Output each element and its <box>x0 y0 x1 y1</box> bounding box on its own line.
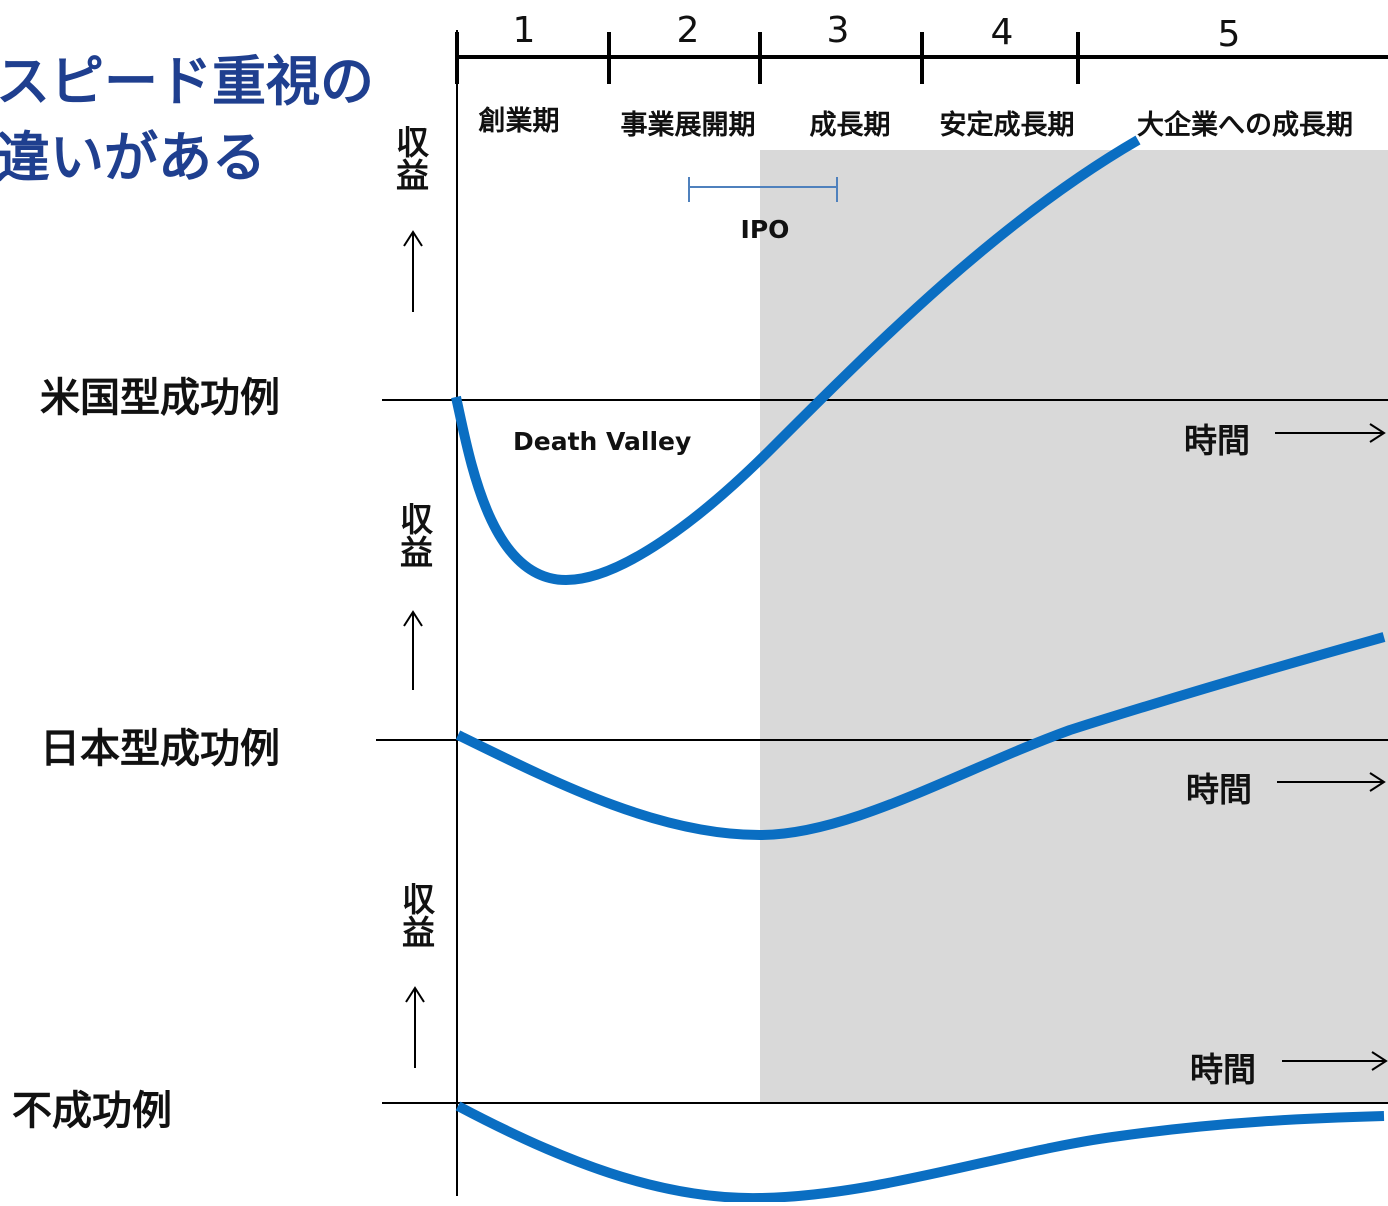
up-arrows <box>403 230 425 1068</box>
up-arrow-icon-japan <box>403 610 423 690</box>
right-arrow-icon-japan <box>1277 772 1386 792</box>
phase-axis <box>455 32 1388 84</box>
death-valley-label: Death Valley <box>513 427 691 456</box>
phase-number-4: 4 <box>991 12 1014 53</box>
phase-name-5: 大企業への成長期 <box>1137 109 1353 141</box>
growth-curves <box>451 135 1386 1204</box>
y-axis-label-japan: 収益 <box>395 502 434 568</box>
y-axis-label-us: 収益 <box>391 125 430 191</box>
phase-number-3: 3 <box>827 10 850 51</box>
x-axis-label-us: 時間 <box>1184 421 1250 460</box>
growth-shaded-region <box>760 150 1388 1103</box>
row-label-us: 米国型成功例 <box>40 375 280 421</box>
us-success-curve <box>451 135 1141 586</box>
phase-name-3: 成長期 <box>810 110 891 141</box>
x-axis-label-japan: 時間 <box>1186 770 1252 809</box>
title-line-2: 違いがある <box>0 126 266 189</box>
phase-number-1: 1 <box>513 10 536 51</box>
phase-name-2: 事業展開期 <box>621 110 756 141</box>
phase-number-2: 2 <box>677 10 700 51</box>
up-arrow-icon-us <box>403 230 423 312</box>
row-label-failure: 不成功例 <box>12 1088 172 1134</box>
right-arrows <box>1275 423 1388 1071</box>
row-label-japan: 日本型成功例 <box>40 726 280 772</box>
right-arrow-icon-failure <box>1282 1051 1388 1071</box>
right-arrow-icon-us <box>1275 423 1386 443</box>
japan-success-curve <box>455 632 1386 841</box>
ipo-range-marker <box>688 177 838 202</box>
up-arrow-icon-failure <box>405 986 425 1068</box>
phase-number-5: 5 <box>1218 14 1241 55</box>
title-line-1: スピード重視の <box>0 50 374 113</box>
phase-name-1: 創業期 <box>479 106 560 137</box>
phase-name-4: 安定成長期 <box>940 109 1075 141</box>
y-axis-label-failure: 収益 <box>397 882 436 948</box>
x-axis-label-failure: 時間 <box>1190 1050 1256 1089</box>
ipo-label: IPO <box>741 215 790 244</box>
failure-curve <box>455 1101 1385 1204</box>
